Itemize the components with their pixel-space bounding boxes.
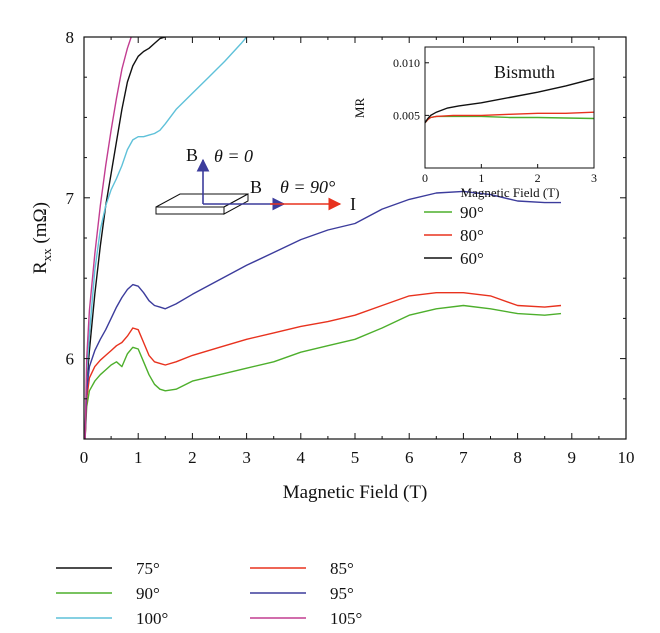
y-tick-label: 8	[66, 28, 75, 47]
inset-plot-frame	[424, 46, 595, 169]
x-tick-label: 9	[568, 448, 577, 467]
x-tick-label: 0	[80, 448, 89, 467]
y-axis-label-sub: xx	[39, 248, 54, 262]
inset-y-tick-label: 0.005	[393, 108, 420, 122]
inset-y-axis-label: MR	[352, 98, 367, 119]
legend-label-90: 90°	[136, 584, 160, 603]
x-tick-label: 1	[134, 448, 143, 467]
main-legend: 75° 90° 100° 85° 95° 105°	[56, 559, 362, 628]
inset-x-tick-label: 0	[422, 171, 428, 185]
x-tick-label: 4	[297, 448, 306, 467]
inset-legend-label-90: 90°	[460, 203, 484, 222]
theta-zero-label: θ = 0	[214, 146, 253, 166]
inset-legend-label-60: 60°	[460, 249, 484, 268]
series-line-95	[84, 190, 561, 439]
series-line-85	[84, 292, 562, 439]
inset-x-tick-label: 2	[535, 171, 541, 185]
y-axis-label-unit: (mΩ)	[30, 202, 51, 248]
legend-label-85: 85°	[330, 559, 354, 578]
inset-y-tick-label: 0.010	[393, 56, 420, 70]
inset-series-line-60	[425, 77, 594, 124]
inset-ticks-group: 0 1 2 3 0.005 0.010	[393, 56, 597, 185]
series-line-75	[84, 37, 166, 439]
series-line-100	[84, 37, 248, 439]
b-horizontal-label: B	[250, 177, 262, 197]
inset-legend: 90° 80° 60°	[424, 203, 484, 268]
series-line-105	[84, 37, 132, 439]
inset-x-axis-label: Magnetic Field (T)	[461, 185, 560, 200]
inset-series-line-80	[425, 111, 594, 124]
inset-series-group	[425, 77, 594, 124]
x-tick-label: 3	[242, 448, 251, 467]
legend-label-75: 75°	[136, 559, 160, 578]
x-tick-label: 6	[405, 448, 414, 467]
series-line-90	[84, 304, 562, 439]
inset-chart: 0 1 2 3 0.005 0.010 Bismuth Magnetic Field (T…	[352, 46, 597, 200]
y-axis-label-main: R	[30, 261, 51, 274]
legend-label-95: 95°	[330, 584, 354, 603]
x-axis-label: Magnetic Field (T)	[283, 482, 428, 503]
y-tick-label: 7	[66, 189, 75, 208]
legend-label-105: 105°	[330, 609, 362, 628]
inset-legend-label-80: 80°	[460, 226, 484, 245]
x-tick-label: 7	[459, 448, 468, 467]
main-series-group	[84, 37, 562, 439]
legend-label-100: 100°	[136, 609, 168, 628]
x-tick-label: 10	[618, 448, 635, 467]
inset-title: Bismuth	[494, 62, 555, 82]
inset-x-tick-label: 3	[591, 171, 597, 185]
x-tick-label: 5	[351, 448, 360, 467]
theta-ninety-label: θ = 90°	[280, 177, 335, 197]
b-vertical-label: B	[186, 145, 198, 165]
inset-x-tick-label: 1	[478, 171, 484, 185]
y-tick-label: 6	[66, 350, 75, 369]
y-axis-label: Rxx (mΩ)	[30, 202, 54, 274]
sample-block-front	[155, 206, 225, 215]
x-tick-label: 2	[188, 448, 197, 467]
sample-geometry-diagram: B θ = 0 B θ = 90° I	[155, 145, 356, 215]
x-tick-label: 8	[513, 448, 522, 467]
current-label: I	[350, 194, 356, 214]
